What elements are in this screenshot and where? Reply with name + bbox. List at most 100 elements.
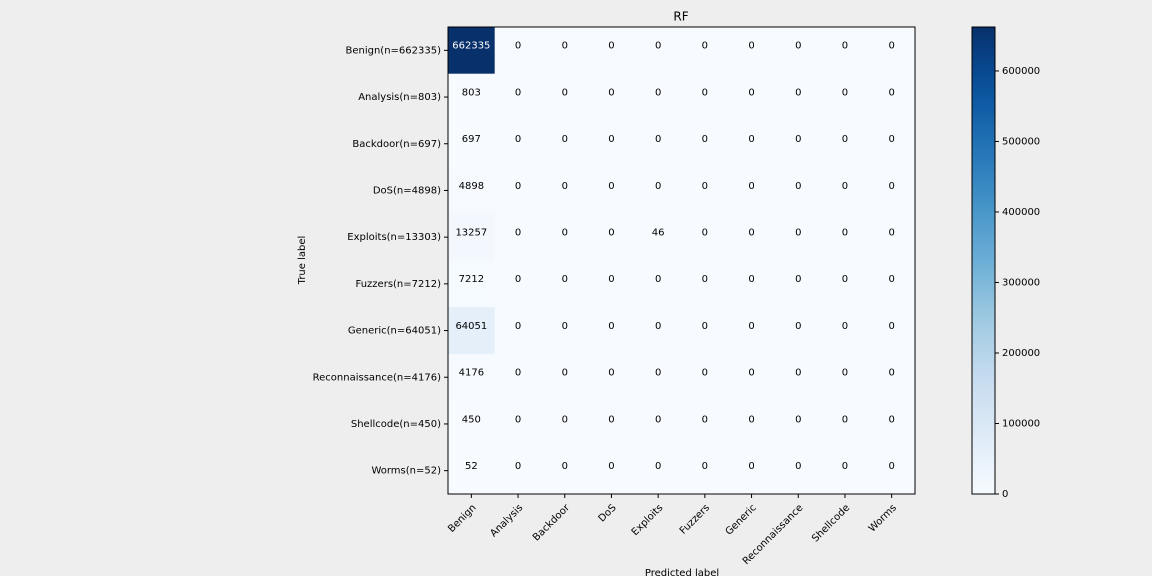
colorbar-tick-label: 300000	[1002, 277, 1040, 288]
cell-label: 0	[748, 368, 754, 379]
x-tick-label: Fuzzers	[678, 502, 712, 536]
heatmap-cell	[541, 213, 589, 261]
cell-label: 0	[702, 274, 708, 285]
heatmap-cell	[774, 260, 823, 308]
heatmap-cell	[728, 353, 776, 402]
y-tick-label: Backdoor(n=697)	[352, 139, 441, 150]
cell-label: 0	[562, 181, 568, 192]
heatmap-cell	[541, 400, 589, 448]
heatmap-cell	[681, 120, 729, 168]
heatmap-cell	[868, 260, 916, 308]
cell-label: 0	[562, 321, 568, 332]
heatmap-cell	[821, 213, 869, 261]
heatmap-cell	[634, 353, 682, 402]
y-tick-label: Generic(n=64051)	[348, 326, 441, 337]
heatmap-cell	[541, 27, 589, 75]
heatmap-cell	[448, 167, 496, 215]
cell-label: 0	[748, 227, 754, 238]
cell-label: 0	[888, 181, 894, 192]
heatmap-cell	[448, 73, 496, 121]
heatmap-cell	[821, 353, 869, 402]
heatmap-cell	[541, 120, 589, 168]
cell-label: 13257	[455, 227, 487, 238]
cell-label: 0	[888, 134, 894, 145]
x-axis-label: Predicted label	[645, 568, 719, 576]
heatmap-cell	[448, 353, 496, 402]
heatmap-cell	[774, 400, 823, 448]
heatmap-cell	[494, 307, 542, 355]
x-tick-label: Backdoor	[531, 502, 573, 544]
x-tick-label: Benign	[446, 502, 478, 534]
cell-label: 0	[842, 181, 848, 192]
cell-label: 0	[608, 321, 614, 332]
cell-label: 0	[748, 87, 754, 98]
heatmap-cell	[494, 400, 542, 448]
heatmap-cell	[634, 260, 682, 308]
cell-label: 0	[795, 414, 801, 425]
cell-label: 0	[608, 274, 614, 285]
heatmap-cell	[541, 73, 589, 121]
cell-label: 0	[888, 368, 894, 379]
heatmap-cell	[774, 73, 823, 121]
cell-label: 0	[842, 414, 848, 425]
heatmap-cell	[821, 120, 869, 168]
x-tick-label: Generic	[724, 502, 759, 537]
y-tick-label: Analysis(n=803)	[358, 92, 441, 103]
heatmap-cell	[588, 447, 636, 495]
cell-label: 0	[748, 274, 754, 285]
cell-label: 0	[748, 414, 754, 425]
heatmap-cell	[821, 447, 869, 495]
heatmap-cell	[774, 307, 823, 355]
cell-label: 0	[608, 87, 614, 98]
heatmap-cell	[728, 27, 776, 75]
cell-label: 0	[795, 134, 801, 145]
y-tick-label: Shellcode(n=450)	[351, 419, 441, 430]
y-tick-label: Exploits(n=13303)	[347, 232, 441, 243]
colorbar-tick-label: 200000	[1002, 348, 1040, 359]
cell-label: 0	[515, 461, 521, 472]
heatmap-cell	[634, 400, 682, 448]
cell-label: 0	[842, 41, 848, 52]
heatmap-cell	[448, 120, 496, 168]
heatmap-cell	[634, 307, 682, 355]
cell-label: 0	[748, 134, 754, 145]
heatmap-cell	[868, 353, 916, 402]
heatmap-cell	[821, 27, 869, 75]
cell-label: 0	[562, 41, 568, 52]
heatmap-cell	[728, 260, 776, 308]
y-tick-label: Reconnaissance(n=4176)	[313, 372, 441, 383]
cell-label: 0	[655, 414, 661, 425]
cell-label: 0	[888, 227, 894, 238]
cell-label: 0	[842, 134, 848, 145]
heatmap-cell	[728, 73, 776, 121]
cell-label: 4176	[459, 368, 484, 379]
cell-label: 0	[702, 414, 708, 425]
cell-label: 0	[888, 414, 894, 425]
heatmap-cell	[541, 353, 589, 402]
heatmap-cell	[681, 400, 729, 448]
cell-label: 0	[842, 461, 848, 472]
heatmap-cell	[494, 27, 542, 75]
y-tick-label: Worms(n=52)	[371, 466, 441, 477]
cell-label: 662335	[452, 41, 490, 52]
cell-label: 0	[515, 41, 521, 52]
heatmap-cell	[448, 400, 496, 448]
cell-label: 450	[462, 414, 481, 425]
cell-label: 0	[842, 368, 848, 379]
cell-label: 0	[748, 461, 754, 472]
x-tick-label: Worms	[867, 502, 899, 534]
cell-label: 0	[795, 368, 801, 379]
heatmap-cell	[588, 120, 636, 168]
y-axis-label: True label	[297, 236, 308, 286]
cell-label: 0	[608, 461, 614, 472]
colorbar-tick-label: 600000	[1002, 66, 1040, 77]
x-tick-label: DoS	[597, 502, 619, 524]
heatmap-cell	[634, 213, 682, 261]
heatmap-cell	[728, 120, 776, 168]
heatmap-cell	[634, 73, 682, 121]
heatmap-cell	[868, 447, 916, 495]
heatmap-cell	[634, 167, 682, 215]
heatmap-cell	[634, 447, 682, 495]
